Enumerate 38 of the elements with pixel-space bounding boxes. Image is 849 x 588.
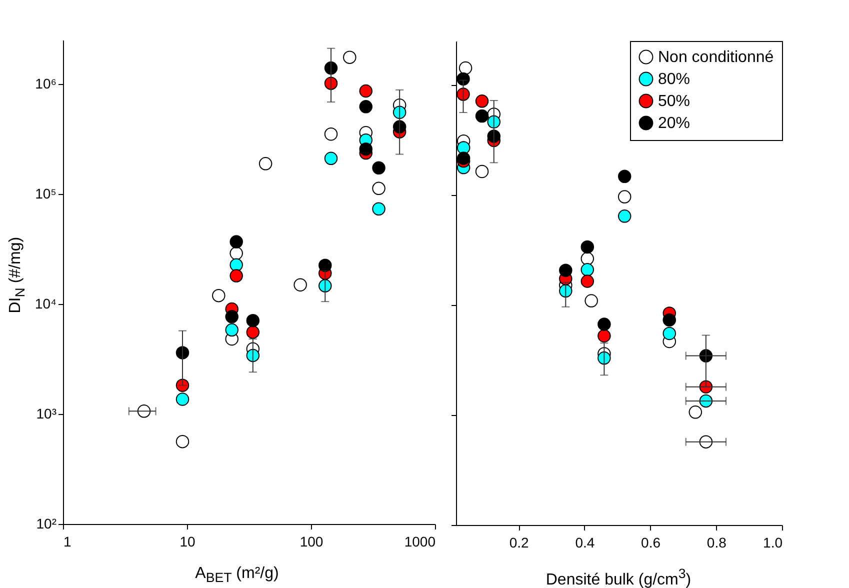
x-tick-label: 1: [64, 534, 72, 550]
legend-label: 20%: [658, 115, 690, 132]
y-tick-label: 10⁴: [34, 295, 56, 312]
point: [618, 170, 632, 184]
point: [458, 61, 472, 75]
x-tick-label: 0.6: [641, 534, 661, 550]
x-axis-title: Densité bulk (g/cm$^{3}$): [544, 566, 692, 588]
x-tick-label: 100: [300, 534, 324, 550]
point: [580, 263, 594, 276]
point: [584, 294, 598, 308]
point: [475, 94, 489, 108]
point: [475, 164, 489, 178]
x-tick-label: 0.4: [575, 534, 595, 550]
x-tick-label: 0.2: [509, 534, 530, 550]
x-tick-label: 1.0: [763, 534, 783, 550]
point: [475, 109, 489, 123]
x-tick-label: 10: [180, 534, 196, 550]
point: [618, 190, 632, 204]
x-axis-title: A$_{BET}$ (m²/g): [194, 565, 280, 586]
point: [662, 313, 676, 327]
y-tick-label: 10²: [36, 516, 57, 532]
point: [580, 240, 594, 254]
point: [598, 318, 611, 331]
point: [559, 264, 572, 277]
x-tick-label: 1000: [404, 534, 436, 550]
legend-label: 80%: [658, 71, 690, 88]
x-tick-label: 0.8: [706, 534, 727, 550]
y-tick-label: 10⁶: [35, 75, 56, 92]
point: [618, 210, 632, 223]
point: [580, 274, 594, 288]
y-tick-label: 10³: [36, 405, 57, 422]
y-tick-label: 10⁵: [35, 185, 56, 202]
legend-label: Non conditionné: [658, 49, 774, 66]
legend-label: 50%: [658, 93, 690, 110]
point: [598, 329, 611, 342]
point: [688, 406, 702, 419]
point: [662, 326, 676, 340]
point: [456, 152, 470, 165]
